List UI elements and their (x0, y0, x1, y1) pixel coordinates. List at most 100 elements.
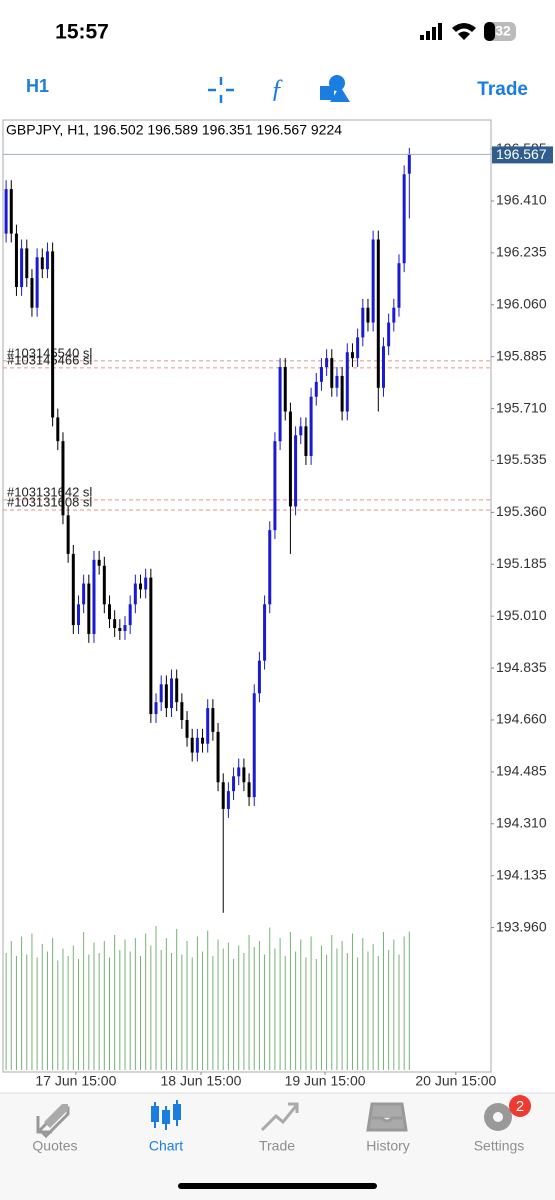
candle-body (273, 441, 277, 531)
candle-body (407, 154, 411, 174)
candle-body (123, 625, 127, 631)
candle-body (56, 417, 60, 442)
tab-label[interactable]: Chart (149, 1138, 183, 1154)
candle-body (25, 248, 29, 279)
crosshair-button[interactable] (208, 77, 234, 103)
candle-body (76, 604, 80, 626)
x-tick-label: 17 Jun 15:00 (35, 1073, 116, 1089)
trade-button[interactable]: Trade (477, 79, 528, 100)
candle-body (221, 782, 225, 809)
y-tick-label: 194.660 (496, 711, 547, 727)
candle-body (139, 583, 143, 590)
candle-body (247, 782, 251, 798)
tab-label[interactable]: Settings (474, 1138, 525, 1154)
candle-body (30, 278, 34, 308)
candle-body (288, 411, 292, 507)
x-tick-label: 20 Jun 15:00 (415, 1073, 496, 1089)
y-tick-label: 195.535 (496, 451, 547, 467)
candle-body (345, 352, 349, 412)
candle-body (283, 367, 287, 412)
wifi-icon (452, 23, 476, 40)
chart-frame (2, 119, 492, 1073)
candle-body (226, 791, 230, 809)
candle-body (118, 628, 122, 631)
candle-body (113, 619, 117, 629)
y-tick-label: 194.135 (496, 866, 547, 882)
candle-body (294, 435, 298, 507)
tab-label[interactable]: Trade (259, 1138, 295, 1154)
candle-body (9, 189, 13, 234)
candle-body (325, 358, 329, 368)
candle-body (278, 367, 282, 442)
badge-count: 2 (516, 1098, 524, 1115)
candle-body (159, 684, 163, 703)
chart-icon[interactable] (151, 1100, 181, 1130)
order-label: #103145466 sl (7, 352, 92, 367)
candle-body (128, 604, 132, 626)
candle-body (340, 375, 344, 412)
y-tick-label: 196.410 (496, 192, 547, 208)
candle-body (387, 322, 391, 347)
y-tick-label: 195.010 (496, 607, 547, 623)
candle-body (107, 604, 111, 620)
indicators-button[interactable]: ƒ (271, 74, 284, 103)
candle-body (319, 367, 323, 382)
candle-body (356, 337, 360, 359)
candle-body (170, 678, 174, 709)
timeframe-button[interactable]: H1 (26, 76, 49, 96)
candle-body (195, 737, 199, 753)
y-tick-label: 195.710 (496, 399, 547, 415)
candle-body (402, 174, 406, 264)
battery-level (484, 22, 495, 41)
candle-body (35, 257, 39, 308)
candle-body (206, 708, 210, 744)
battery-label: 32 (495, 23, 511, 39)
candle-body (185, 719, 189, 738)
order-label: #103131642 sl (7, 484, 92, 499)
candle-body (149, 577, 153, 715)
candle-body (4, 189, 8, 234)
candle-body (190, 737, 194, 753)
candle-body (309, 396, 313, 457)
candle-body (257, 660, 261, 694)
signal-icon (420, 23, 442, 40)
candle-body (14, 233, 18, 287)
y-tick-label: 195.885 (496, 347, 547, 363)
history-icon[interactable] (366, 1102, 408, 1132)
order-label: #103131608 sl (7, 494, 92, 509)
clock: 15:57 (55, 21, 109, 44)
notification-badge (509, 1095, 531, 1117)
price-label: 196.567 (496, 146, 547, 162)
candle-body (330, 358, 334, 388)
candle-body (82, 583, 86, 605)
candle-body (92, 559, 96, 634)
candle-body (164, 684, 168, 709)
candle-body (252, 693, 256, 798)
trade-icon[interactable] (260, 1102, 299, 1132)
y-tick-label: 195.185 (496, 555, 547, 571)
y-tick-label: 194.485 (496, 763, 547, 779)
candle-body (397, 263, 401, 308)
tab-label[interactable]: History (366, 1138, 410, 1154)
settings-icon[interactable] (484, 1103, 512, 1131)
candle-body (361, 307, 365, 338)
tab-label[interactable]: Quotes (32, 1138, 77, 1154)
candle-body (366, 307, 370, 323)
y-tick-label: 194.835 (496, 659, 547, 675)
quotes-icon[interactable] (36, 1104, 70, 1139)
x-tick-label: 18 Jun 15:00 (161, 1073, 242, 1089)
candle-body (263, 604, 267, 661)
y-tick-label: 196.235 (496, 244, 547, 260)
candle-body (133, 583, 137, 605)
x-tick-label: 19 Jun 15:00 (285, 1073, 366, 1089)
y-tick-label: 193.960 (496, 918, 547, 934)
candle-body (299, 426, 303, 436)
candle-body (350, 352, 354, 359)
candle-body (102, 565, 106, 605)
objects-button[interactable] (320, 75, 350, 102)
candle-body (61, 441, 65, 516)
candle-body (71, 553, 75, 626)
candle-body (45, 251, 49, 270)
order-label: #103145540 sl (7, 345, 92, 360)
